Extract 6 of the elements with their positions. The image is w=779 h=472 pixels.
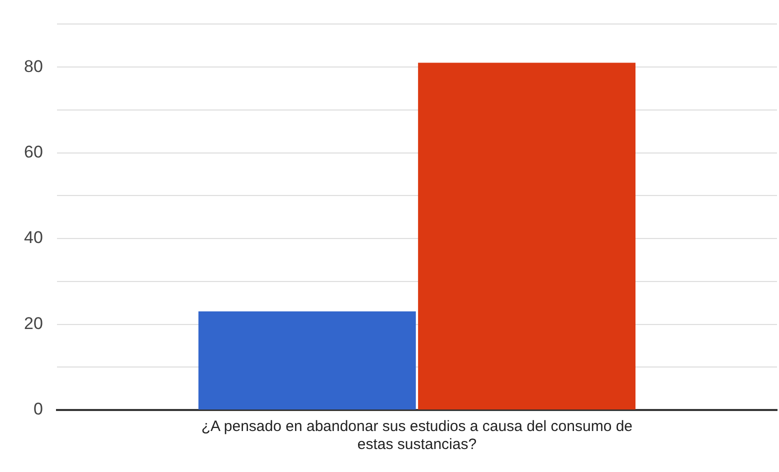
y-tick-label: 60	[24, 142, 43, 162]
y-tick-label: 0	[33, 400, 43, 419]
x-tick-label: ¿A pensado en abandonar sus estudios a causa del consumo de estas sustancias?	[201, 418, 633, 454]
y-tick-label: 40	[24, 228, 43, 248]
y-tick-label: 80	[24, 56, 43, 76]
y-tick-label: 20	[24, 314, 43, 333]
